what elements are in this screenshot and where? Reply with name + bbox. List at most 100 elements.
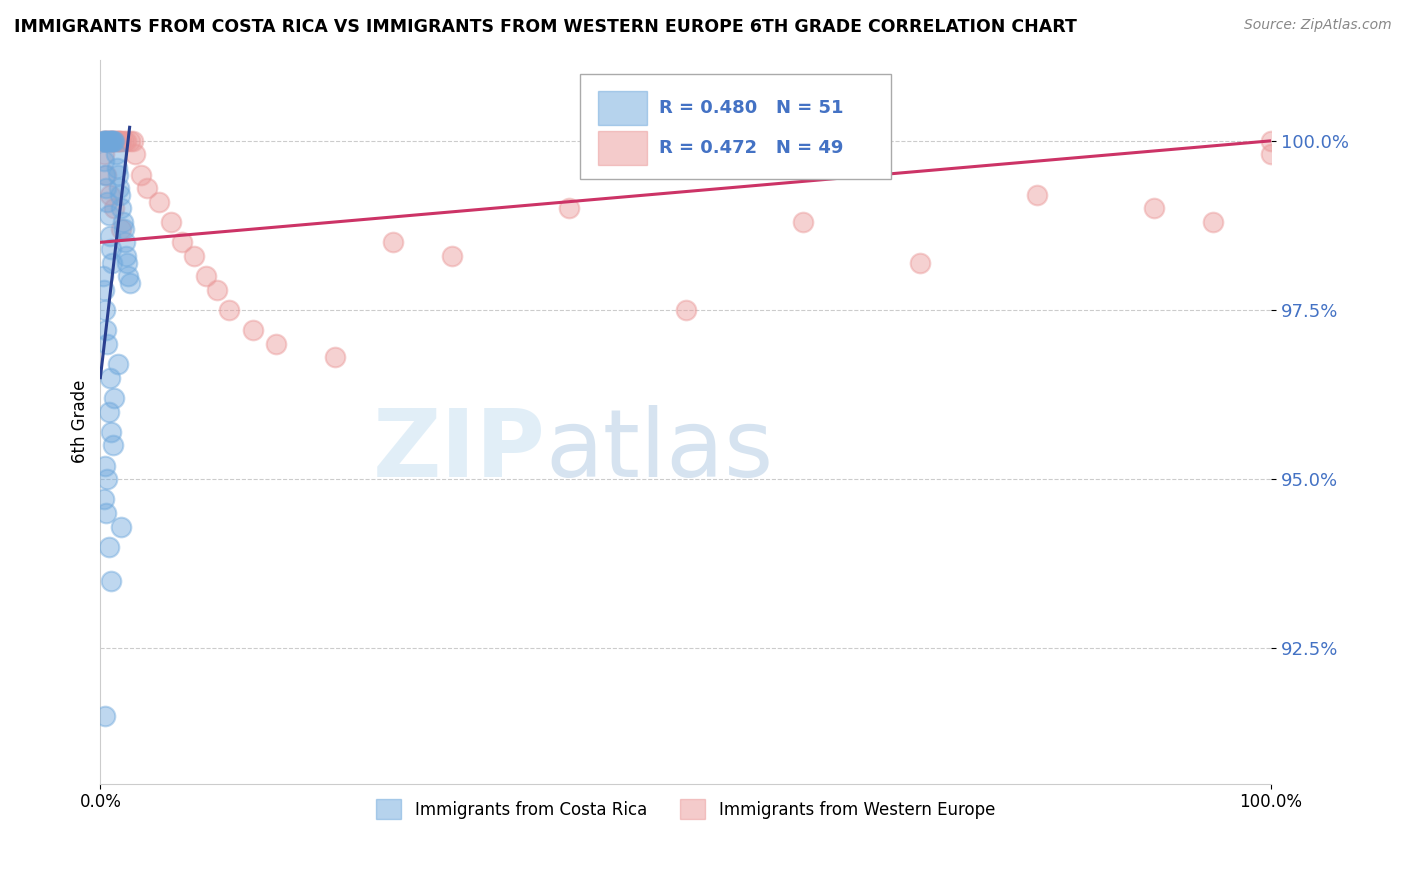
Point — [107, 168, 129, 182]
Point — [93, 154, 115, 169]
Point — [218, 303, 240, 318]
Point — [183, 249, 205, 263]
Point — [103, 202, 125, 216]
Point — [1260, 147, 1282, 161]
Point — [101, 134, 124, 148]
FancyBboxPatch shape — [581, 74, 890, 179]
Point — [96, 323, 118, 337]
Text: R = 0.472   N = 49: R = 0.472 N = 49 — [659, 139, 844, 157]
Text: ZIP: ZIP — [373, 405, 546, 497]
Point — [98, 228, 121, 243]
Point — [93, 147, 115, 161]
Point — [104, 134, 127, 148]
Point — [117, 255, 139, 269]
Text: atlas: atlas — [546, 405, 773, 497]
Point — [94, 458, 117, 473]
Point — [97, 134, 120, 148]
Point — [100, 242, 122, 256]
Point — [97, 208, 120, 222]
Point — [105, 161, 128, 175]
Point — [118, 276, 141, 290]
Point — [103, 438, 125, 452]
Point — [103, 134, 125, 148]
FancyBboxPatch shape — [598, 92, 647, 125]
Point — [1201, 215, 1223, 229]
FancyBboxPatch shape — [598, 131, 647, 165]
Point — [96, 168, 118, 182]
Point — [98, 370, 121, 384]
Point — [103, 134, 125, 148]
Point — [110, 188, 132, 202]
Point — [908, 255, 931, 269]
Point — [110, 221, 132, 235]
Point — [110, 134, 132, 148]
Point — [108, 181, 131, 195]
Point — [101, 134, 124, 148]
Point — [107, 134, 129, 148]
Point — [124, 147, 146, 161]
Point — [115, 134, 138, 148]
Point — [136, 181, 159, 195]
Point — [112, 221, 135, 235]
Point — [117, 269, 139, 284]
Point — [93, 134, 115, 148]
Point — [103, 134, 125, 148]
Point — [105, 134, 128, 148]
Point — [194, 269, 217, 284]
Text: Source: ZipAtlas.com: Source: ZipAtlas.com — [1244, 18, 1392, 32]
Point — [94, 168, 117, 182]
Point — [96, 336, 118, 351]
Point — [131, 168, 153, 182]
Point — [94, 134, 117, 148]
Point — [110, 202, 132, 216]
Point — [1143, 202, 1166, 216]
Point — [792, 215, 814, 229]
Point — [114, 235, 136, 250]
Point — [91, 134, 114, 148]
Point — [96, 134, 118, 148]
Point — [96, 134, 118, 148]
Y-axis label: 6th Grade: 6th Grade — [72, 380, 89, 463]
Point — [107, 357, 129, 371]
Point — [110, 134, 132, 148]
Point — [94, 303, 117, 318]
Point — [1260, 134, 1282, 148]
Point — [110, 519, 132, 533]
Point — [122, 134, 145, 148]
Point — [94, 134, 117, 148]
Point — [675, 303, 697, 318]
Point — [118, 134, 141, 148]
Point — [97, 404, 120, 418]
Point — [98, 134, 121, 148]
Point — [115, 249, 138, 263]
Point — [111, 215, 134, 229]
Point — [94, 709, 117, 723]
Point — [242, 323, 264, 337]
Point — [440, 249, 463, 263]
Text: R = 0.480   N = 51: R = 0.480 N = 51 — [659, 99, 844, 117]
Point — [172, 235, 194, 250]
Point — [93, 492, 115, 507]
Point — [96, 134, 118, 148]
Point — [108, 134, 131, 148]
Point — [96, 472, 118, 486]
Point — [100, 134, 122, 148]
Point — [104, 147, 127, 161]
Point — [93, 283, 115, 297]
Point — [100, 425, 122, 439]
Point — [112, 134, 135, 148]
Point — [91, 269, 114, 284]
Point — [97, 540, 120, 554]
Point — [557, 202, 579, 216]
Point — [96, 134, 118, 148]
Point — [207, 283, 229, 297]
Point — [264, 336, 287, 351]
Point — [98, 134, 121, 148]
Point — [96, 181, 118, 195]
Point — [100, 574, 122, 588]
Text: IMMIGRANTS FROM COSTA RICA VS IMMIGRANTS FROM WESTERN EUROPE 6TH GRADE CORRELATI: IMMIGRANTS FROM COSTA RICA VS IMMIGRANTS… — [14, 18, 1077, 36]
Point — [101, 255, 124, 269]
Point — [103, 134, 125, 148]
Point — [100, 134, 122, 148]
Point — [96, 194, 118, 209]
